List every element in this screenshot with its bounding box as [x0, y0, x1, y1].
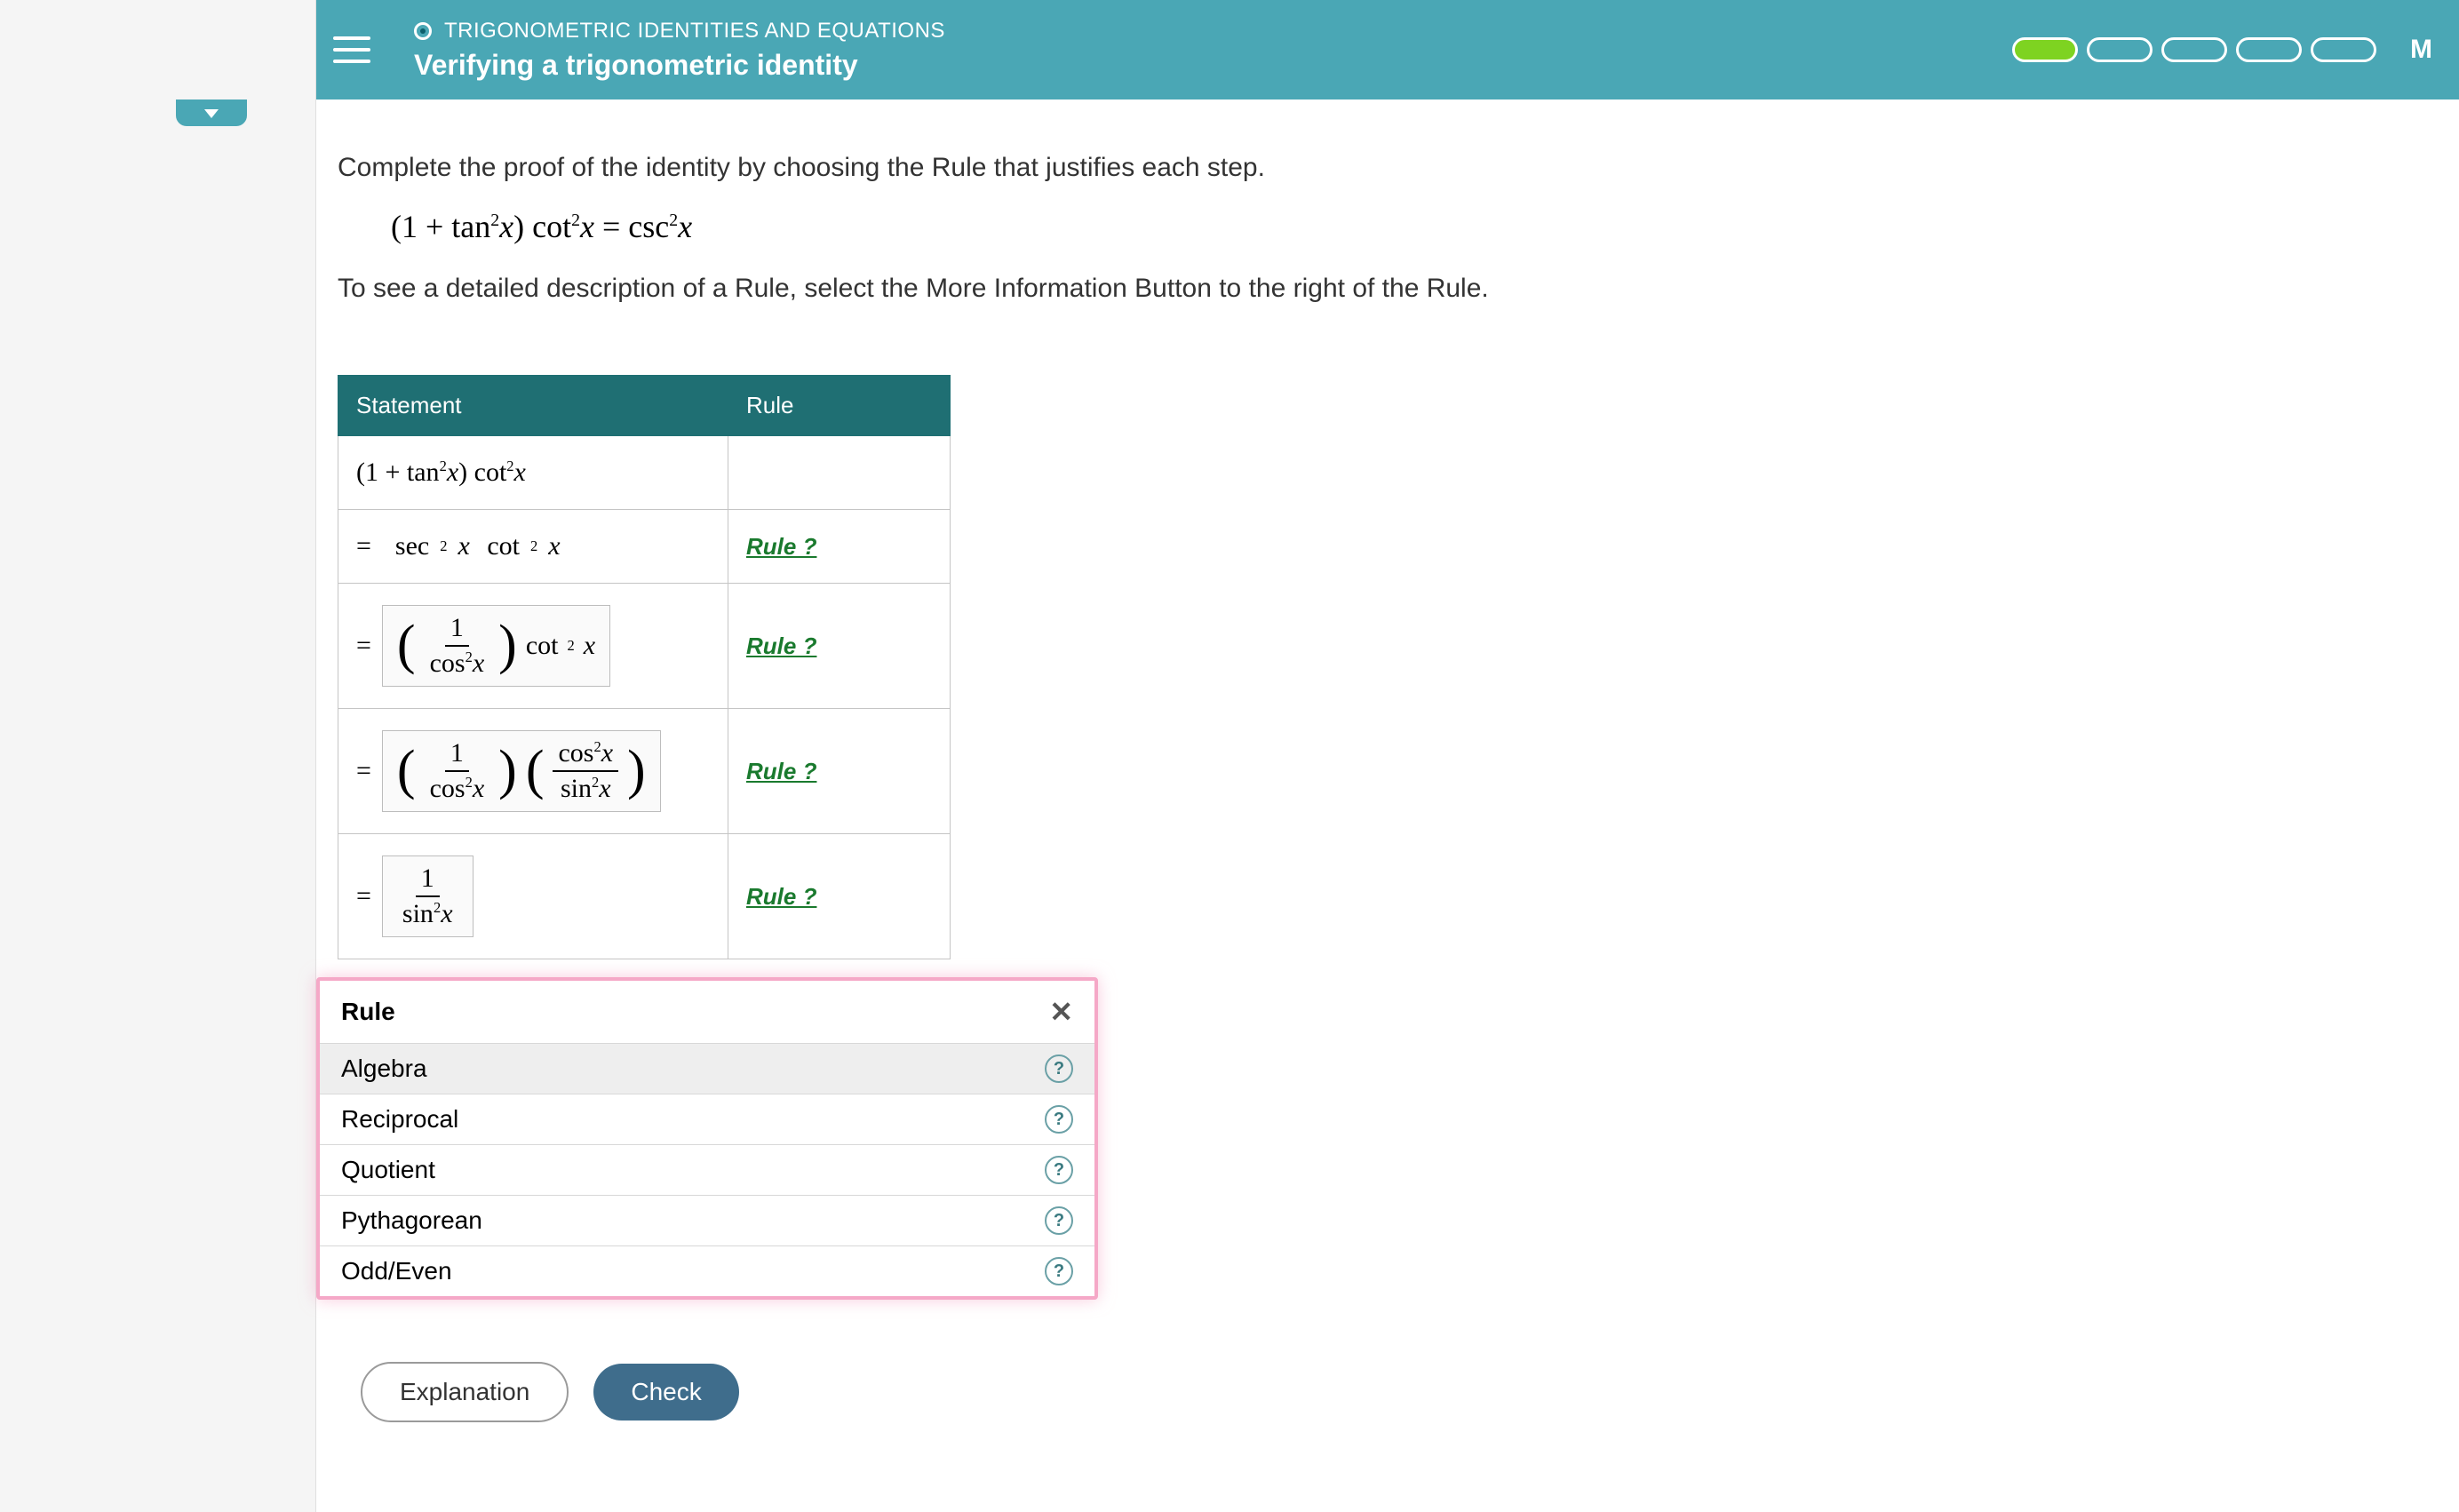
table-row: = sec2x cot2x Rule ?	[338, 510, 951, 584]
progress-pill	[2087, 37, 2153, 62]
left-rail	[0, 0, 316, 1512]
close-icon[interactable]: ✕	[1049, 995, 1073, 1029]
table-row: = 1sin2x Rule ?	[338, 834, 951, 959]
rule-option-pythagorean[interactable]: Pythagorean ?	[320, 1196, 1094, 1246]
progress-pill	[2161, 37, 2227, 62]
progress-pill	[2311, 37, 2376, 62]
rule-option-label: Odd/Even	[341, 1257, 452, 1285]
page-header: TRIGONOMETRIC IDENTITIES AND EQUATIONS V…	[316, 0, 2459, 99]
table-row: = ( 1cos2x ) ( cos2xsin2x )	[338, 709, 951, 834]
info-icon[interactable]: ?	[1045, 1206, 1073, 1235]
explanation-button[interactable]: Explanation	[361, 1362, 569, 1422]
statement-cell: = 1sin2x	[338, 834, 728, 959]
rule-option-label: Algebra	[341, 1054, 427, 1083]
statement-cell: = ( 1cos2x ) cot2x	[338, 584, 728, 709]
rule-panel-title: Rule	[341, 998, 395, 1026]
col-rule: Rule	[728, 376, 951, 436]
rule-cell[interactable]: Rule ?	[728, 584, 951, 709]
proof-table: Statement Rule (1 + tan2x) cot2x	[338, 375, 951, 959]
rule-option-label: Pythagorean	[341, 1206, 482, 1235]
rule-dropdown-panel: Rule ✕ Algebra ? Reciprocal ? Quotient ?…	[316, 977, 1098, 1300]
breadcrumb: TRIGONOMETRIC IDENTITIES AND EQUATIONS	[444, 19, 945, 44]
col-statement: Statement	[338, 376, 728, 436]
rule-select[interactable]: Rule ?	[746, 758, 816, 784]
rule-cell[interactable]: Rule ?	[728, 510, 951, 584]
expand-notch[interactable]	[176, 99, 247, 126]
info-icon[interactable]: ?	[1045, 1054, 1073, 1083]
rule-option-label: Reciprocal	[341, 1105, 458, 1134]
header-right-label: M	[2410, 35, 2432, 65]
page-title: Verifying a trigonometric identity	[414, 49, 945, 82]
statement-cell: (1 + tan2x) cot2x	[338, 436, 728, 510]
rule-cell[interactable]: Rule ?	[728, 709, 951, 834]
progress-pill	[2236, 37, 2302, 62]
rule-option-label: Quotient	[341, 1156, 435, 1184]
table-row: = ( 1cos2x ) cot2x Rule ?	[338, 584, 951, 709]
rule-cell	[728, 436, 951, 510]
statement-cell: = ( 1cos2x ) ( cos2xsin2x )	[338, 709, 728, 834]
info-icon[interactable]: ?	[1045, 1257, 1073, 1285]
rule-select[interactable]: Rule ?	[746, 883, 816, 910]
progress-pill	[2012, 37, 2078, 62]
sub-instruction-text: To see a detailed description of a Rule,…	[338, 274, 2438, 304]
progress-indicator: M	[2012, 35, 2432, 65]
rule-select[interactable]: Rule ?	[746, 533, 816, 560]
check-button[interactable]: Check	[593, 1364, 738, 1420]
instruction-text: Complete the proof of the identity by ch…	[338, 153, 2438, 183]
target-icon	[414, 22, 432, 40]
statement-cell: = sec2x cot2x	[338, 510, 728, 584]
rule-option-quotient[interactable]: Quotient ?	[320, 1145, 1094, 1196]
rule-option-oddeven[interactable]: Odd/Even ?	[320, 1246, 1094, 1296]
rule-option-algebra[interactable]: Algebra ?	[320, 1044, 1094, 1094]
info-icon[interactable]: ?	[1045, 1105, 1073, 1134]
identity-equation: (1 + tan2x) cot2x = csc2x	[391, 208, 2438, 245]
rule-option-reciprocal[interactable]: Reciprocal ?	[320, 1094, 1094, 1145]
menu-button[interactable]	[325, 23, 378, 76]
rule-cell[interactable]: Rule ?	[728, 834, 951, 959]
table-row: (1 + tan2x) cot2x	[338, 436, 951, 510]
info-icon[interactable]: ?	[1045, 1156, 1073, 1184]
rule-select[interactable]: Rule ?	[746, 633, 816, 659]
